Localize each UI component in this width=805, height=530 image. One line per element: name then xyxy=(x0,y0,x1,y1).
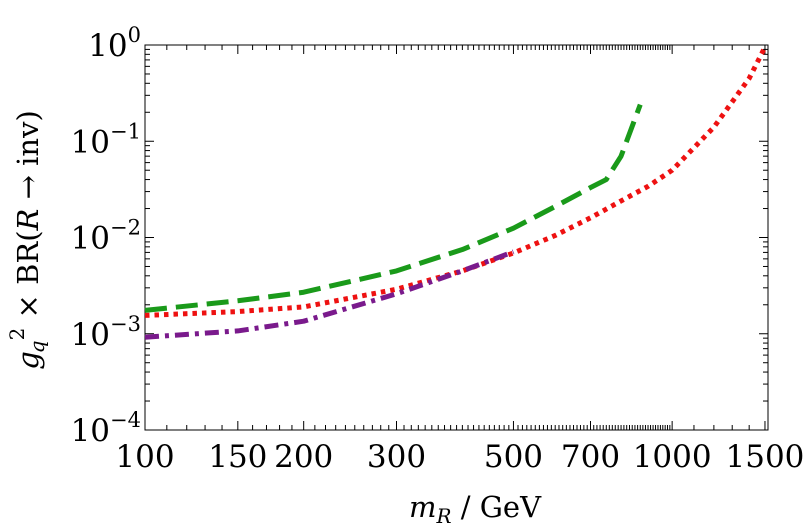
y-tick-label: 10−2 xyxy=(71,216,141,257)
plot-border xyxy=(144,44,769,431)
y-tick-label: 10−1 xyxy=(71,119,141,160)
minor-ticks xyxy=(145,45,768,430)
x-tick-label: 1500 xyxy=(726,439,805,475)
x-axis-title: mR / GeV xyxy=(409,490,542,528)
x-tick-label: 100 xyxy=(115,439,174,475)
series-green-dashed xyxy=(144,103,643,313)
x-tick-labels: 100 150 200 300 500 700 1000 1500 xyxy=(115,439,804,475)
x-tick-label: 1000 xyxy=(633,439,712,475)
series-red-dotted xyxy=(144,46,768,318)
plot-frame xyxy=(144,44,769,431)
y-axis-title: gq2 × BR(R → inv) xyxy=(5,110,49,370)
y-tick-label: 10−3 xyxy=(71,312,141,353)
x-tick-label: 150 xyxy=(208,439,267,475)
series-purple-dashdot xyxy=(144,249,515,340)
x-tick-label: 700 xyxy=(561,439,620,475)
x-tick-label: 500 xyxy=(484,439,543,475)
major-ticks xyxy=(144,44,768,431)
series-lines xyxy=(144,46,768,340)
y-tick-labels: 100 10−1 10−2 10−3 10−4 xyxy=(71,23,141,449)
y-tick-label: 10−4 xyxy=(71,408,141,449)
x-tick-label: 300 xyxy=(367,439,426,475)
x-tick-label: 200 xyxy=(274,439,333,475)
y-tick-label: 100 xyxy=(88,23,141,64)
